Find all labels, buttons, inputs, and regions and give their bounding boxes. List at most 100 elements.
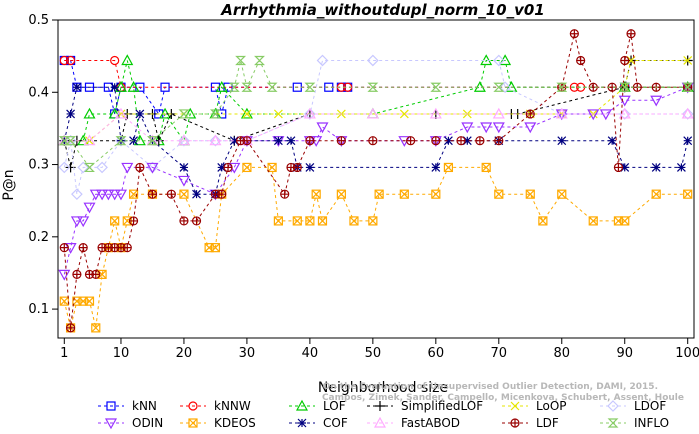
- legend-entry-kdeos: KDEOS: [180, 416, 256, 430]
- data-point-kdeos: [128, 189, 139, 199]
- data-point-cof: [273, 136, 283, 146]
- legend-marker-kdeos-cross: [188, 418, 198, 428]
- legend-entry-odin: ODIN: [98, 416, 163, 430]
- y-axis-label: P@n: [1, 169, 17, 200]
- data-point-cof: [443, 136, 453, 146]
- data-point-ldf-plus: [431, 136, 440, 145]
- data-point-inflo: [147, 136, 158, 146]
- legend-marker-odin: [104, 418, 118, 430]
- data-point-kdeos-cross: [91, 323, 101, 333]
- data-point-cof: [72, 82, 82, 92]
- data-point-ldof: [304, 108, 316, 120]
- data-point-cof: [286, 136, 296, 146]
- data-point-ldf-plus: [91, 270, 100, 279]
- legend-entry-inflo: INFLO: [600, 416, 669, 430]
- series-ldof: [58, 54, 694, 201]
- data-point-kdeos: [78, 296, 88, 306]
- data-point-cof: [557, 136, 567, 146]
- x-tick-label: 1: [60, 346, 68, 361]
- data-point-fastabod: [618, 107, 631, 119]
- data-point-kdeos: [481, 162, 491, 173]
- data-point-ldof: [71, 188, 83, 201]
- data-point-cof: [135, 109, 145, 119]
- data-point-lof: [240, 107, 253, 119]
- data-point-ldf-plus: [337, 136, 346, 145]
- data-point-odin: [58, 269, 71, 281]
- data-point-knnw: [59, 55, 69, 66]
- data-point-ldf-plus: [179, 216, 188, 225]
- x-tick-label: 60: [428, 346, 445, 361]
- data-point-ldf-plus: [135, 163, 144, 172]
- data-point-fastabod: [681, 107, 694, 119]
- legend-marker-fastabod: [373, 416, 387, 428]
- x-tick-label: 80: [553, 346, 570, 361]
- series-kdeos: [59, 162, 693, 333]
- legend-entry-knnw: kNNW: [180, 399, 251, 413]
- data-point-ldf-plus: [368, 136, 377, 145]
- chart-title: Arrhythmia_withoutdupl_norm_10_v01: [220, 1, 544, 19]
- data-point-inflo: [254, 55, 265, 66]
- data-point-ldf-plus: [148, 190, 157, 199]
- data-point-kdeos-cross: [683, 189, 693, 199]
- series-line-ldf: [63, 33, 688, 328]
- data-point-inflo: [235, 55, 247, 66]
- data-point-inflo: [430, 82, 442, 92]
- data-point-ldof: [77, 161, 90, 174]
- data-point-lof: [127, 80, 140, 92]
- legend-marker-simplifiedlof: [375, 401, 385, 411]
- legend-marker-kdeos: [188, 418, 198, 428]
- data-point-kdeos-cross: [59, 296, 69, 306]
- legend-marker-ldof: [607, 400, 619, 412]
- data-point-ldf-plus: [620, 56, 629, 65]
- data-point-ldf-plus: [167, 190, 176, 199]
- legend-label-lof: LOF: [323, 399, 346, 413]
- data-point-ldof: [96, 161, 108, 174]
- data-point-fastabod: [177, 134, 190, 146]
- axes: 1 10 20 30 40 50 60 70 80 90 100 0.1 0.2 0.3 0.4 0.5: [28, 13, 699, 361]
- data-point-knnw: [65, 55, 76, 66]
- legend-marker-ldf-plus: [511, 419, 519, 427]
- data-point-ldof: [492, 54, 505, 67]
- data-point-fastabod: [303, 107, 316, 119]
- y-tick-label: 0.2: [28, 230, 49, 245]
- y-tick-label: 0.4: [28, 85, 49, 100]
- data-point-inflo: [556, 82, 568, 92]
- data-point-kdeos-cross: [349, 216, 359, 226]
- x-tick-label: 100: [675, 346, 699, 361]
- data-point-cof: [607, 136, 617, 146]
- data-point-kdeos: [242, 162, 252, 173]
- watermark-line-citation: On the Evaluation of Unsupervised Outlie…: [323, 382, 658, 392]
- data-point-lof: [108, 107, 121, 119]
- data-point-odin: [587, 109, 600, 121]
- data-point-fastabod: [492, 107, 505, 119]
- data-point-cof: [192, 189, 201, 199]
- data-point-inflo: [619, 82, 631, 92]
- data-point-inflo: [493, 82, 505, 92]
- data-point-kdeos: [683, 189, 693, 199]
- data-point-kdeos: [651, 189, 661, 199]
- data-point-fastabod: [83, 134, 96, 146]
- data-point-kdeos: [210, 243, 221, 253]
- data-point-odin: [524, 122, 537, 134]
- data-point-kdeos: [110, 216, 120, 226]
- data-point-ldf-plus: [614, 163, 623, 172]
- data-point-kdeos-cross: [368, 216, 378, 226]
- series-loop: [59, 56, 693, 146]
- data-point-kdeos-cross: [557, 189, 567, 199]
- data-point-odin: [102, 189, 115, 201]
- data-point-ldf-plus: [526, 109, 535, 118]
- data-point-kdeos: [494, 189, 504, 199]
- data-point-ldf-plus: [224, 163, 233, 172]
- data-point-ldf-plus: [406, 136, 415, 145]
- data-point-ldof: [209, 134, 222, 147]
- x-tick-label: 30: [239, 346, 256, 361]
- data-point-ldof: [367, 54, 379, 67]
- data-point-kdeos-cross: [273, 216, 283, 226]
- data-point-ldof: [316, 54, 329, 67]
- data-point-inflo: [84, 162, 95, 173]
- legend-label-fastabod: FastABOD: [401, 416, 460, 430]
- data-point-kdeos: [336, 189, 346, 199]
- data-point-odin: [316, 122, 329, 134]
- data-point-odin: [77, 216, 90, 228]
- data-point-lof: [83, 107, 96, 119]
